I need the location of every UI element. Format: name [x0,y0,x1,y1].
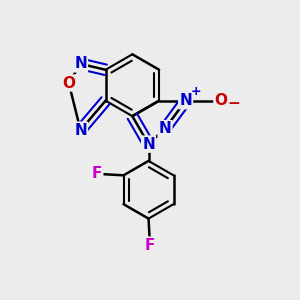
Text: +: + [190,85,201,98]
Text: F: F [145,238,155,253]
Text: N: N [179,93,192,108]
Text: N: N [74,123,87,138]
Text: O: O [62,76,75,91]
Text: −: − [228,95,241,110]
Text: N: N [74,56,87,71]
Text: O: O [214,93,227,108]
Text: F: F [92,166,102,181]
Text: N: N [142,136,155,152]
Text: N: N [159,121,171,136]
